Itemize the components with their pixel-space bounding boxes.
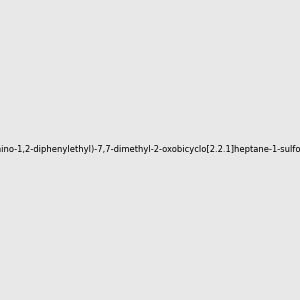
- Text: N-(2-amino-1,2-diphenylethyl)-7,7-dimethyl-2-oxobicyclo[2.2.1]heptane-1-sulfonam: N-(2-amino-1,2-diphenylethyl)-7,7-dimeth…: [0, 146, 300, 154]
